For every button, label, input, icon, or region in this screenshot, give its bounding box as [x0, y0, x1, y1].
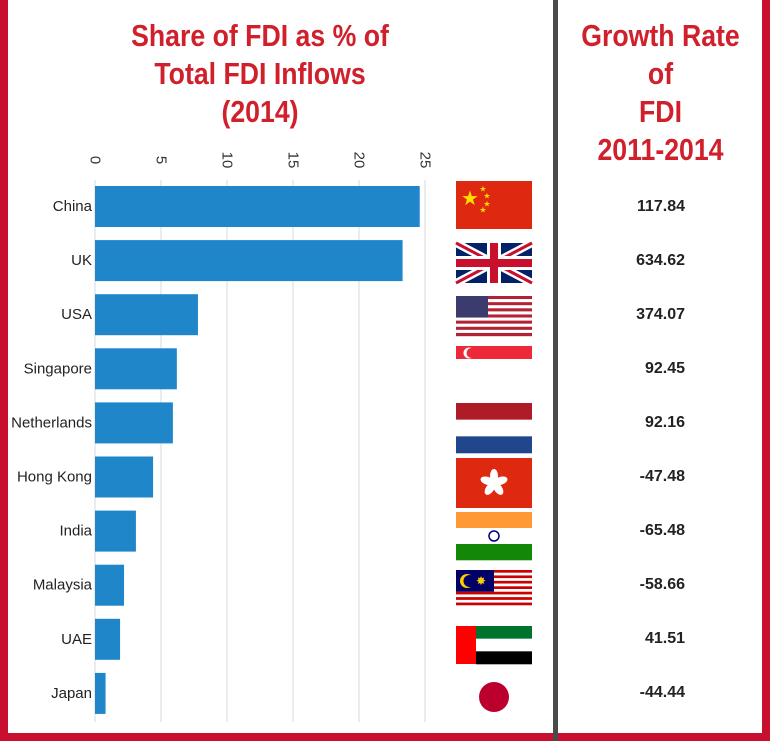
x-tick-label: 5	[153, 156, 170, 164]
india-flag	[456, 512, 532, 561]
growth-title-line-3: 2011-2014	[597, 132, 724, 167]
bar	[95, 618, 121, 660]
uk-flag	[454, 239, 534, 287]
china-flag: ★ ★★★★	[456, 181, 532, 229]
column-divider	[553, 0, 558, 741]
bar	[95, 186, 420, 227]
chart-title-line-1: Share of FDI as % of	[131, 18, 389, 53]
category-label: UK	[71, 252, 92, 269]
bar	[95, 564, 125, 606]
malaysia-flag: ✸	[456, 570, 532, 609]
growth-rate-value: 374.07	[636, 305, 685, 323]
category-label: Hong Kong	[17, 469, 92, 486]
x-tick-label: 0	[87, 156, 104, 164]
growth-rate-value: 41.51	[644, 630, 685, 648]
bar	[95, 294, 198, 336]
category-label: UAE	[61, 631, 92, 648]
x-tick-label: 15	[285, 152, 302, 169]
chart-title-line-2: Total FDI Inflows	[154, 56, 366, 91]
growth-rate-value: 634.62	[636, 251, 685, 269]
category-label: Malaysia	[33, 577, 93, 594]
hong-kong-flag	[456, 458, 532, 508]
bar	[95, 348, 177, 390]
growth-title-line-1: Growth Rate of	[581, 18, 740, 91]
category-label: Netherlands	[11, 414, 92, 431]
growth-rate-value: 117.84	[636, 197, 685, 215]
chart-title-line-3: (2014)	[221, 94, 299, 129]
growth-rate-value: -65.48	[639, 522, 685, 540]
x-tick-label: 20	[351, 152, 368, 169]
bar	[95, 402, 173, 444]
uae-flag	[456, 626, 532, 665]
netherlands-flag	[456, 403, 532, 454]
chart-title: Share of FDI as % of Total FDI Inflows (…	[105, 17, 415, 131]
svg-text:★: ★	[483, 200, 490, 209]
category-label: Singapore	[24, 360, 92, 377]
japan-flag	[456, 675, 532, 719]
x-tick-label: 10	[219, 152, 236, 169]
growth-title-line-2: FDI	[639, 94, 682, 129]
svg-text:✸: ✸	[476, 574, 486, 588]
svg-text:★: ★	[483, 192, 490, 201]
usa-flag	[456, 296, 532, 337]
svg-text:★: ★	[479, 185, 486, 194]
growth-rate-value: 92.16	[644, 413, 685, 431]
singapore-flag	[456, 346, 532, 373]
bar	[95, 510, 136, 552]
category-label: India	[59, 523, 92, 540]
svg-text:★: ★	[479, 206, 486, 215]
category-label: China	[53, 198, 93, 215]
growth-rate-value: -47.48	[639, 468, 685, 485]
bar	[95, 456, 154, 498]
bar	[95, 672, 106, 714]
growth-rate-value: -58.66	[639, 576, 685, 594]
growth-rate-value: 92.45	[644, 359, 685, 377]
category-label: Japan	[51, 685, 92, 702]
growth-title: Growth Rate of FDI 2011-2014	[572, 17, 748, 169]
bar	[95, 240, 403, 282]
growth-rate-value: -44.44	[639, 684, 685, 702]
svg-text:★: ★	[461, 188, 479, 210]
category-label: USA	[61, 306, 92, 323]
x-tick-label: 25	[417, 152, 434, 169]
